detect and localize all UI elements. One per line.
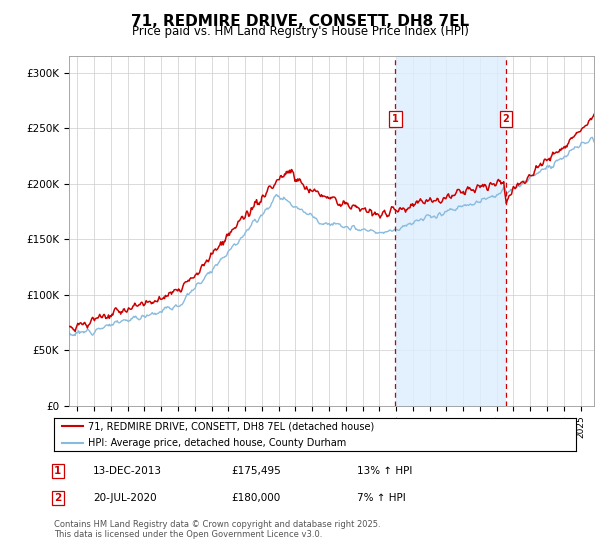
Text: HPI: Average price, detached house, County Durham: HPI: Average price, detached house, Coun… [88, 438, 346, 447]
Text: 71, REDMIRE DRIVE, CONSETT, DH8 7EL (detached house): 71, REDMIRE DRIVE, CONSETT, DH8 7EL (det… [88, 422, 374, 431]
Text: 71, REDMIRE DRIVE, CONSETT, DH8 7EL: 71, REDMIRE DRIVE, CONSETT, DH8 7EL [131, 14, 469, 29]
Text: 13-DEC-2013: 13-DEC-2013 [93, 466, 162, 476]
Text: Price paid vs. HM Land Registry's House Price Index (HPI): Price paid vs. HM Land Registry's House … [131, 25, 469, 38]
Text: Contains HM Land Registry data © Crown copyright and database right 2025.
This d: Contains HM Land Registry data © Crown c… [54, 520, 380, 539]
Text: 13% ↑ HPI: 13% ↑ HPI [357, 466, 412, 476]
Text: 1: 1 [392, 114, 399, 124]
Text: 1: 1 [54, 466, 61, 476]
Text: 20-JUL-2020: 20-JUL-2020 [93, 493, 157, 503]
Text: 2: 2 [503, 114, 509, 124]
Text: £180,000: £180,000 [231, 493, 280, 503]
Text: 7% ↑ HPI: 7% ↑ HPI [357, 493, 406, 503]
Text: 2: 2 [54, 493, 61, 503]
Text: £175,495: £175,495 [231, 466, 281, 476]
